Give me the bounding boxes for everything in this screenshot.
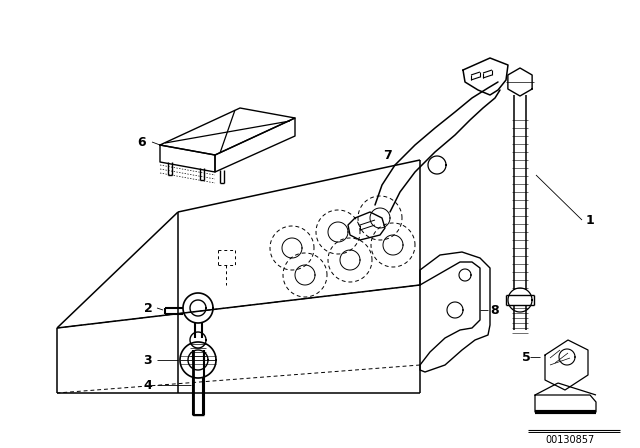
Text: 2: 2 xyxy=(143,302,152,314)
Text: 5: 5 xyxy=(522,350,531,363)
Text: 6: 6 xyxy=(138,135,147,148)
Text: 4: 4 xyxy=(143,379,152,392)
Text: 3: 3 xyxy=(144,353,152,366)
Text: 00130857: 00130857 xyxy=(545,435,595,445)
Text: 7: 7 xyxy=(383,148,392,161)
Text: 1: 1 xyxy=(586,214,595,227)
Text: 8: 8 xyxy=(491,303,499,316)
